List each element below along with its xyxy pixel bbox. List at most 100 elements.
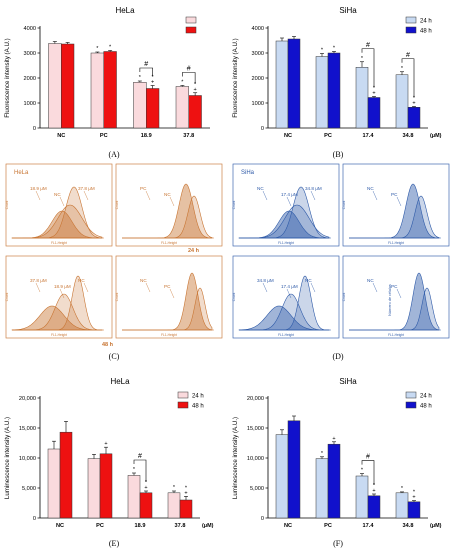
bar <box>275 434 289 519</box>
cell-line-label: HeLa <box>14 170 29 176</box>
significance-mark: * <box>145 480 148 486</box>
significance-mark: * <box>139 75 142 81</box>
y-tick-label: 4000 <box>252 26 264 32</box>
annotation-arrow <box>286 196 292 207</box>
bracket-label: # <box>187 66 191 73</box>
histogram-y-label: Count <box>342 201 346 210</box>
x-tick-label: NC <box>284 523 292 529</box>
chart-title: HeLa <box>110 377 130 386</box>
y-tick-label: 2000 <box>24 76 36 82</box>
x-tick-label: 17.4 <box>363 523 375 529</box>
significance-mark: * <box>133 467 136 473</box>
bar <box>395 74 409 129</box>
x-tick-label: 18.9 <box>135 523 146 529</box>
histogram-y-label: Count <box>5 293 9 302</box>
histogram-annotation: 17.4 μM <box>281 284 298 289</box>
significance-mark: * <box>96 46 99 52</box>
bracket <box>182 72 196 84</box>
annotation-arrow <box>286 288 292 299</box>
y-axis-label: Luminescence intensity (A.U.) <box>232 417 239 499</box>
bracket-label: # <box>406 52 410 59</box>
legend-swatch <box>177 401 189 409</box>
x-tick-label: 17.4 <box>363 133 375 139</box>
bar <box>395 492 409 519</box>
histogram-annotation: NC <box>54 192 61 197</box>
y-tick-label: 5,000 <box>250 486 264 492</box>
histogram-annotation: NC <box>367 186 374 191</box>
flow-d-histograms: Count FL1-Height NC 17.4 μM 34.8 μM Count FL1-… <box>232 163 450 339</box>
x-tick-label: 34.8 <box>403 133 414 139</box>
x-tick-label: PC <box>324 523 332 529</box>
time-label: 24 h <box>188 248 200 254</box>
histogram-frame <box>5 255 113 339</box>
histogram-frame <box>232 163 340 247</box>
significance-mark: * <box>373 86 376 92</box>
histogram-x-label: FL1-Height <box>51 333 67 337</box>
histogram-frame <box>5 163 113 247</box>
bar <box>275 40 289 129</box>
annotation-arrow <box>169 196 175 207</box>
time-label: 48 h <box>102 342 114 348</box>
significance-mark: * <box>361 468 364 474</box>
x-tick-label: 37.8 <box>183 133 194 139</box>
histogram-annotation: 18.9 μM <box>30 186 47 191</box>
bar <box>287 38 301 129</box>
histogram-frame <box>115 163 223 247</box>
bar <box>367 495 381 519</box>
annotation-arrow <box>145 282 151 293</box>
histogram-y-label: Count <box>232 293 236 302</box>
annotation-arrow <box>59 196 65 207</box>
y-tick-label: 0 <box>261 126 264 132</box>
significance-mark: * <box>401 486 404 492</box>
bracket <box>401 58 415 98</box>
panel-label-b: (B) <box>332 150 344 159</box>
histogram-y-label: Count <box>342 293 346 302</box>
legend-label: 48 h <box>420 29 432 35</box>
y-tick-label: 3000 <box>252 51 264 57</box>
legend-swatch <box>405 401 417 409</box>
alt-axis-label: Número de células <box>388 284 392 316</box>
significance-mark: + <box>184 490 187 496</box>
significance-mark: + <box>372 91 375 97</box>
significance-mark: * <box>361 56 364 62</box>
histogram-x-label: FL1-Height <box>161 241 177 245</box>
annotation-arrow <box>169 288 175 299</box>
bar <box>355 475 369 519</box>
histogram-annotation: PC <box>391 284 398 289</box>
significance-mark: * <box>109 45 112 51</box>
histogram-annotation: PC <box>164 284 171 289</box>
bracket <box>133 459 147 482</box>
annotation-arrow <box>310 282 316 293</box>
histogram-frame <box>115 255 223 339</box>
bar <box>355 67 369 129</box>
legend-swatch <box>185 26 197 34</box>
legend-swatch <box>185 16 197 24</box>
significance-mark: * <box>185 485 188 491</box>
histogram-annotation: 34.8 μM <box>305 186 322 191</box>
bracket <box>139 67 153 77</box>
y-tick-label: 4000 <box>24 26 36 32</box>
bar <box>99 453 113 519</box>
flow-c-histograms: Count FL1-Height 18.9 μM NC 37.8 μM Count FL1-… <box>5 163 223 348</box>
histogram-x-label: FL1-Height <box>388 333 404 337</box>
bar <box>188 95 202 129</box>
bar <box>367 97 381 129</box>
cell-line-label: SiHa <box>241 170 255 176</box>
bracket-label: # <box>366 42 370 49</box>
significance-mark: * <box>173 485 176 491</box>
y-tick-label: 10,000 <box>19 456 36 462</box>
significance-mark: + <box>104 441 107 447</box>
significance-mark: * <box>413 490 416 496</box>
x-tick-label: NC <box>284 133 292 139</box>
y-axis-label: Luminescence intensity (A.U.) <box>4 417 11 499</box>
histogram-x-label: FL1-Height <box>388 241 404 245</box>
significance-mark: * <box>321 451 324 457</box>
histogram-annotation: 17.4 μM <box>281 192 298 197</box>
annotation-arrow <box>35 190 41 201</box>
legend-swatch <box>405 26 417 34</box>
bar <box>327 52 341 129</box>
x-tick-label: NC <box>56 523 64 529</box>
bar <box>59 431 73 519</box>
significance-mark: * <box>181 80 184 86</box>
histogram-x-label: FL1-Height <box>161 333 177 337</box>
